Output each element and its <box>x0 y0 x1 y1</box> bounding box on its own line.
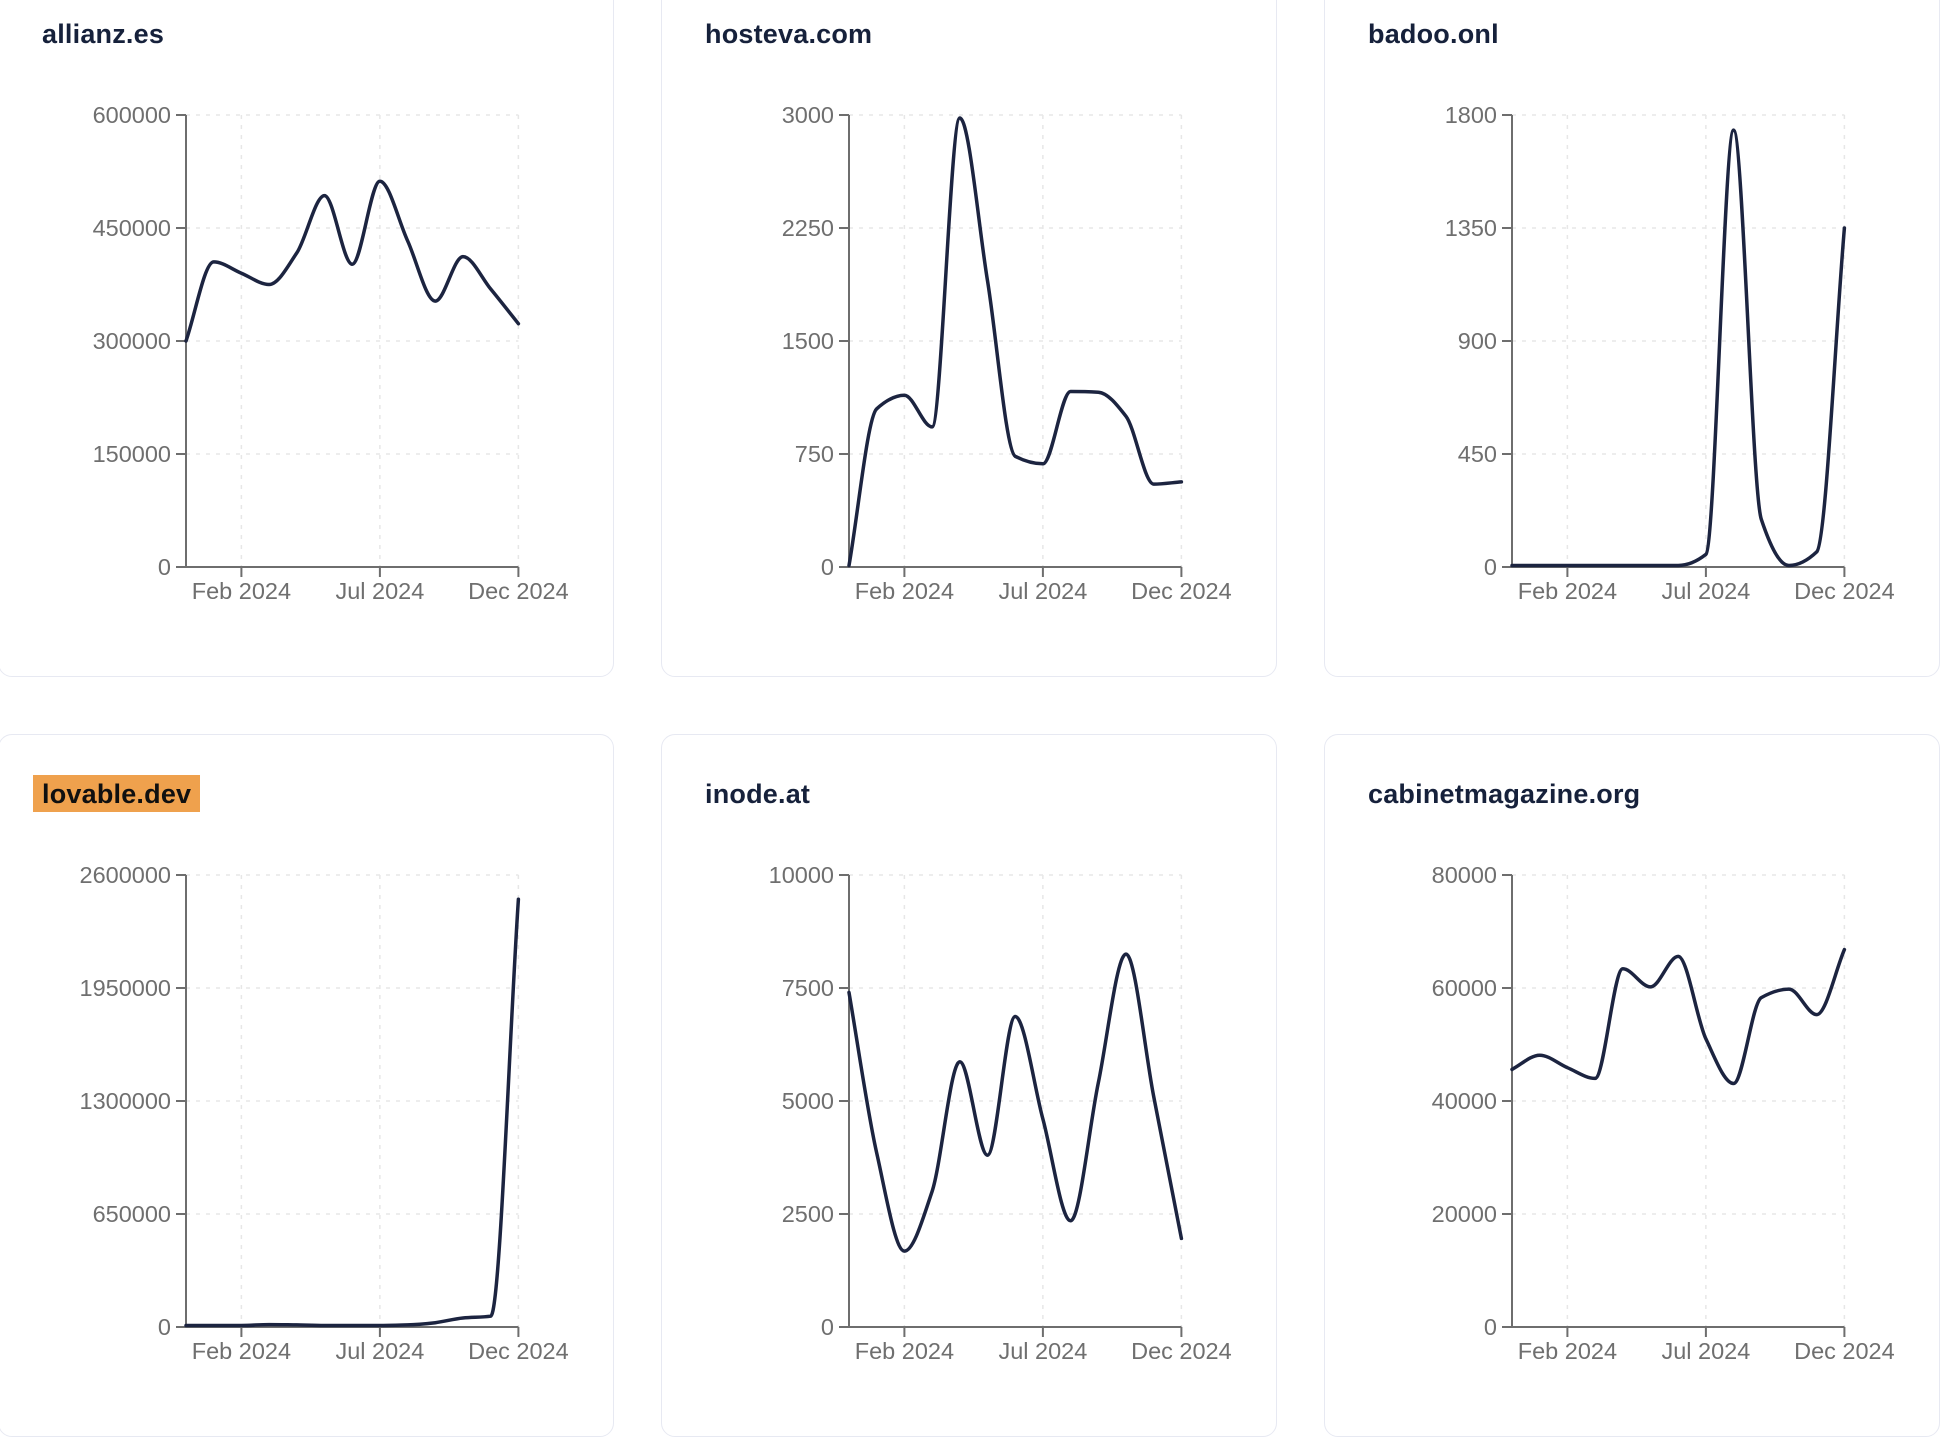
card-title-text: inode.at <box>705 779 811 809</box>
y-tick-label: 80000 <box>1432 862 1497 888</box>
card-title: lovable.dev <box>33 775 201 812</box>
card-title: badoo.onl <box>1368 19 1499 50</box>
traffic-line-chart: 0 150000 300000 450000 600000 Feb 2024 Jul 202… <box>93 102 569 604</box>
traffic-line-chart: 0 2500 5000 7500 10000 Feb 2024 Jul 2024 Dec 20… <box>769 862 1232 1364</box>
x-tick-label: Dec 2024 <box>1794 1338 1895 1364</box>
x-tick-label: Jul 2024 <box>998 578 1087 604</box>
y-tick-label: 0 <box>1484 1314 1497 1340</box>
card-title-text: allianz.es <box>42 19 165 49</box>
y-tick-label: 1500 <box>782 328 834 354</box>
x-tick-label: Feb 2024 <box>192 578 291 604</box>
x-tick-label: Feb 2024 <box>855 578 954 604</box>
y-tick-label: 1300000 <box>80 1088 172 1114</box>
y-tick-label: 1950000 <box>80 975 172 1001</box>
y-tick-label: 0 <box>158 554 171 580</box>
x-tick-label: Jul 2024 <box>1661 1338 1750 1364</box>
traffic-series-line <box>847 116 1184 568</box>
x-tick-label: Dec 2024 <box>1131 578 1232 604</box>
traffic-line-chart: 0 20000 40000 60000 80000 Feb 2024 Jul 2024 Dec… <box>1432 862 1895 1364</box>
x-tick-label: Dec 2024 <box>468 578 569 604</box>
x-tick-label: Feb 2024 <box>855 1338 954 1364</box>
domain-card-allianz-es[interactable]: allianz.es 0 150000 300000 450000 600000 Feb 2… <box>0 0 614 677</box>
y-tick-label: 0 <box>1484 554 1497 580</box>
domain-card-cabinetmagazine-org[interactable]: cabinetmagazine.org 0 20000 40000 60000 80000… <box>1324 734 1940 1437</box>
y-tick-label: 2600000 <box>80 862 172 888</box>
x-tick-label: Feb 2024 <box>1518 1338 1617 1364</box>
y-tick-label: 1800 <box>1445 102 1497 128</box>
x-tick-label: Dec 2024 <box>468 1338 569 1364</box>
card-title-text: badoo.onl <box>1368 19 1499 49</box>
card-title: cabinetmagazine.org <box>1368 779 1640 810</box>
domain-card-lovable-dev[interactable]: lovable.dev 0 650000 1300000 1950000 2600000 F… <box>0 734 614 1437</box>
y-tick-label: 20000 <box>1432 1201 1497 1227</box>
domain-card-badoo-onl[interactable]: badoo.onl 0 450 900 1350 1800 Feb 2024 Jul 2024… <box>1324 0 1940 677</box>
y-tick-label: 2250 <box>782 215 834 241</box>
y-tick-label: 450 <box>1458 441 1497 467</box>
traffic-series-line <box>1510 947 1847 1086</box>
traffic-line-chart: 0 750 1500 2250 3000 Feb 2024 Jul 2024 Dec 2024 <box>782 102 1232 604</box>
x-tick-label: Feb 2024 <box>192 1338 291 1364</box>
y-tick-label: 450000 <box>93 215 171 241</box>
traffic-series-line <box>184 179 521 343</box>
traffic-line-chart: 0 450 900 1350 1800 Feb 2024 Jul 2024 Dec 2024 <box>1445 102 1895 604</box>
y-tick-label: 40000 <box>1432 1088 1497 1114</box>
traffic-series-line <box>847 952 1184 1253</box>
y-tick-label: 0 <box>821 1314 834 1340</box>
traffic-line-chart: 0 650000 1300000 1950000 2600000 Feb 2024 Jul … <box>80 862 569 1364</box>
y-tick-label: 1350 <box>1445 215 1497 241</box>
x-tick-label: Jul 2024 <box>335 578 424 604</box>
y-tick-label: 2500 <box>782 1201 834 1227</box>
domain-card-inode-at[interactable]: inode.at 0 2500 5000 7500 10000 Feb 2024 Jul 20… <box>661 734 1277 1437</box>
y-tick-label: 5000 <box>782 1088 834 1114</box>
card-title: allianz.es <box>42 19 164 50</box>
x-tick-label: Dec 2024 <box>1794 578 1895 604</box>
x-tick-label: Feb 2024 <box>1518 578 1617 604</box>
card-title-text-highlighted: lovable.dev <box>33 775 201 812</box>
traffic-series-line <box>184 897 521 1328</box>
x-tick-label: Jul 2024 <box>1661 578 1750 604</box>
y-tick-label: 750 <box>795 441 834 467</box>
x-tick-label: Jul 2024 <box>335 1338 424 1364</box>
y-tick-label: 10000 <box>769 862 834 888</box>
domain-card-hosteva-com[interactable]: hosteva.com 0 750 1500 2250 3000 Feb 2024 Jul 2… <box>661 0 1277 677</box>
card-title-text: hosteva.com <box>705 19 873 49</box>
y-tick-label: 600000 <box>93 102 171 128</box>
card-title: inode.at <box>705 779 810 810</box>
card-title-text: cabinetmagazine.org <box>1368 779 1641 809</box>
card-title: hosteva.com <box>705 19 872 50</box>
y-tick-label: 3000 <box>782 102 834 128</box>
y-tick-label: 0 <box>821 554 834 580</box>
traffic-series-line <box>1510 128 1847 568</box>
y-tick-label: 7500 <box>782 975 834 1001</box>
y-tick-label: 300000 <box>93 328 171 354</box>
y-tick-label: 60000 <box>1432 975 1497 1001</box>
y-tick-label: 900 <box>1458 328 1497 354</box>
y-tick-label: 0 <box>158 1314 171 1340</box>
x-tick-label: Jul 2024 <box>998 1338 1087 1364</box>
y-tick-label: 150000 <box>93 441 171 467</box>
x-tick-label: Dec 2024 <box>1131 1338 1232 1364</box>
y-tick-label: 650000 <box>93 1201 171 1227</box>
